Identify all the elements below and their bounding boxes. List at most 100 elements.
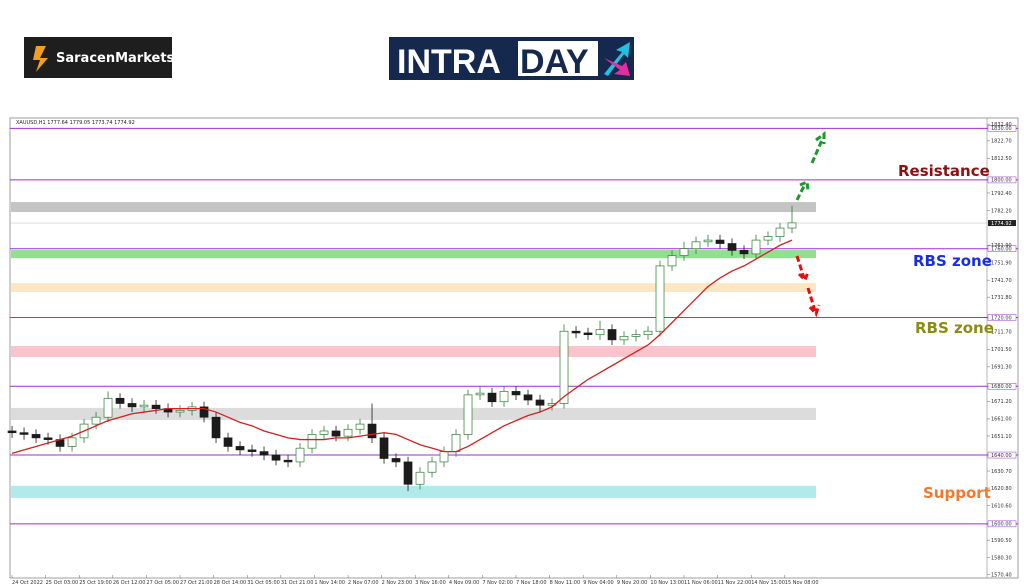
candle-body bbox=[727, 243, 737, 251]
annotation: Support bbox=[923, 484, 991, 502]
x-tick-label: 27 Oct 05:00 bbox=[146, 580, 179, 586]
arrow-down bbox=[806, 287, 821, 317]
x-tick-label: 10 Nov 13:00 bbox=[650, 580, 684, 586]
candle-body bbox=[7, 430, 17, 434]
x-tick-label: 26 Oct 12:00 bbox=[113, 580, 146, 586]
y-tick-label: 1630.70 bbox=[991, 469, 1012, 475]
x-tick-label: 8 Nov 11:00 bbox=[550, 580, 581, 586]
y-tick-label: 1661.00 bbox=[991, 417, 1012, 423]
y-tick-label: 1590.50 bbox=[991, 538, 1012, 544]
annotation: Resistance bbox=[898, 162, 990, 180]
x-tick-label: 11 Nov 22:00 bbox=[718, 580, 752, 586]
candle-body bbox=[415, 471, 425, 485]
candle-body bbox=[511, 391, 521, 396]
candle-body bbox=[655, 265, 665, 332]
candle-body bbox=[355, 423, 365, 430]
candle-body bbox=[115, 397, 125, 404]
candle-body bbox=[379, 437, 389, 459]
candle-body bbox=[451, 434, 461, 452]
candle-body bbox=[667, 255, 677, 267]
level-label: 1830.00 bbox=[991, 126, 1012, 132]
candle-body bbox=[223, 437, 233, 447]
x-tick-label: 25 Oct 19:00 bbox=[79, 580, 112, 586]
candle-body bbox=[763, 236, 773, 241]
level-tag bbox=[987, 125, 1017, 132]
candle-body bbox=[307, 434, 317, 449]
y-tick-label: 1761.90 bbox=[991, 243, 1012, 249]
candle-body bbox=[715, 239, 725, 244]
candle-body bbox=[91, 416, 101, 425]
y-tick-label: 1731.80 bbox=[991, 295, 1012, 301]
level-label: 1680.00 bbox=[991, 384, 1012, 390]
candle-body bbox=[19, 432, 29, 435]
candle-body bbox=[619, 336, 629, 341]
level-label: 1600.00 bbox=[991, 522, 1012, 528]
x-tick-label: 24 Oct 2022 bbox=[12, 580, 43, 586]
symbol-header: XAUUSD,H1 1777.64 1779.05 1773.74 1774.9… bbox=[16, 120, 135, 126]
level-label: 1640.00 bbox=[991, 453, 1012, 459]
banner-arrow bbox=[604, 58, 630, 76]
candle-body bbox=[259, 451, 269, 456]
brand-name: SaracenMarkets bbox=[56, 51, 175, 66]
x-tick-label: 31 Oct 21:00 bbox=[281, 580, 314, 586]
candle-body bbox=[295, 447, 305, 463]
candle-body bbox=[775, 227, 785, 238]
current-price-label: 1774.92 bbox=[991, 221, 1012, 227]
zone bbox=[11, 346, 817, 358]
candle-body bbox=[139, 404, 149, 408]
candle-body bbox=[739, 250, 749, 255]
y-tick-label: 1580.30 bbox=[991, 556, 1012, 562]
moving-average bbox=[11, 239, 793, 454]
candle-body bbox=[271, 454, 281, 461]
x-tick-label: 4 Nov 09:00 bbox=[449, 580, 480, 586]
x-tick-label: 7 Nov 02:00 bbox=[482, 580, 513, 586]
y-tick-label: 1792.40 bbox=[991, 191, 1012, 197]
y-tick-label: 1701.50 bbox=[991, 347, 1012, 353]
candle-body bbox=[343, 428, 353, 437]
y-tick-label: 1751.90 bbox=[991, 260, 1012, 266]
x-tick-label: 15 Nov 08:00 bbox=[785, 580, 819, 586]
x-tick-label: 9 Nov 20:00 bbox=[617, 580, 648, 586]
level-tag bbox=[987, 520, 1017, 528]
candle-body bbox=[607, 329, 617, 341]
level-tag bbox=[987, 176, 1017, 184]
candle-body bbox=[751, 239, 761, 255]
candle-body bbox=[439, 451, 449, 463]
y-tick-label: 1570.40 bbox=[991, 573, 1012, 579]
candle-body bbox=[67, 437, 77, 447]
y-tick-label: 1812.50 bbox=[991, 156, 1012, 162]
x-tick-label: 7 Nov 18:00 bbox=[516, 580, 547, 586]
candle-body bbox=[487, 392, 497, 403]
banner-arrow bbox=[604, 42, 630, 76]
candle-body bbox=[175, 409, 185, 413]
candle-body bbox=[703, 239, 713, 243]
candle-body bbox=[595, 329, 605, 336]
level-label: 1760.00 bbox=[991, 246, 1012, 252]
candle-body bbox=[427, 461, 437, 473]
x-tick-label: 3 Nov 16:00 bbox=[415, 580, 446, 586]
candle-body bbox=[691, 241, 701, 250]
candle-body bbox=[559, 330, 569, 404]
candle-body bbox=[475, 392, 485, 396]
candle-body bbox=[643, 330, 653, 336]
candle-body bbox=[463, 394, 473, 435]
y-tick-label: 1671.20 bbox=[991, 399, 1012, 405]
y-tick-label: 1711.70 bbox=[991, 330, 1012, 336]
y-tick-label: 1651.10 bbox=[991, 434, 1012, 440]
x-tick-label: 11 Nov 06:00 bbox=[684, 580, 718, 586]
y-tick-label: 1822.70 bbox=[991, 139, 1012, 145]
zone bbox=[11, 250, 817, 259]
candle-body bbox=[499, 391, 509, 403]
level-tag bbox=[987, 383, 1017, 390]
x-tick-label: 27 Oct 21:00 bbox=[180, 580, 213, 586]
candle-body bbox=[583, 332, 593, 336]
brand-icon bbox=[33, 46, 48, 72]
x-tick-label: 31 Oct 05:00 bbox=[247, 580, 280, 586]
candle-body bbox=[331, 430, 341, 437]
candle-body bbox=[199, 406, 209, 418]
candle-body bbox=[391, 458, 401, 463]
candle-body bbox=[319, 430, 329, 435]
candle-body bbox=[571, 330, 581, 334]
arrow-down bbox=[795, 255, 810, 283]
